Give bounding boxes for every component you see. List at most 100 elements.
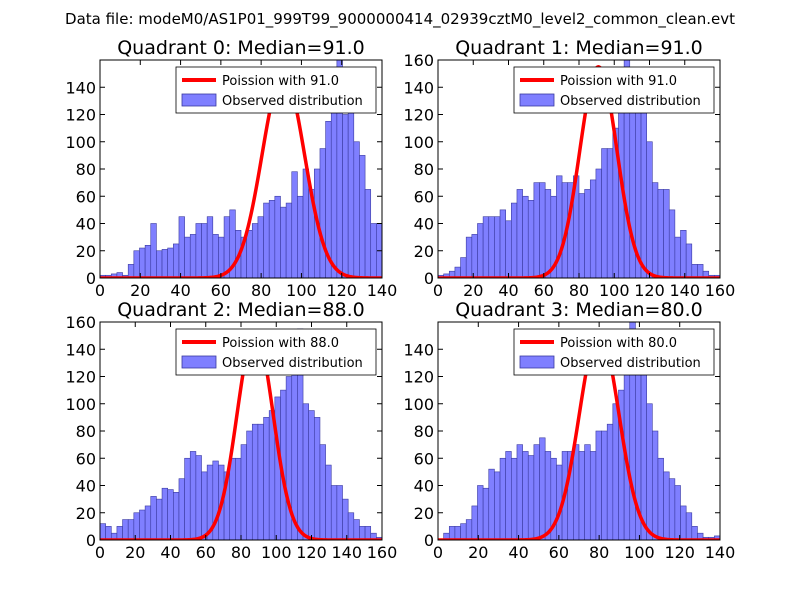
histogram-bar (319, 148, 326, 278)
y-tick-label: 80 (414, 160, 434, 179)
panel-title: Quadrant 2: Median=88.0 (117, 299, 365, 321)
histogram-bar (584, 444, 591, 540)
histogram-bar (606, 423, 614, 540)
histogram-bar (257, 423, 264, 540)
legend-label-poisson: Poission with 91.0 (222, 74, 339, 89)
x-tick-label: 140 (367, 281, 398, 300)
histogram-bar (388, 251, 394, 278)
y-tick-label: 80 (76, 422, 96, 441)
legend-bar-swatch (181, 355, 217, 369)
histogram-bar (268, 200, 276, 278)
histogram-bar (544, 451, 552, 540)
histogram-bar (516, 189, 523, 278)
figure-title: Data file: modeM0/AS1P01_999T99_90000004… (65, 10, 735, 29)
histogram-bar (460, 523, 467, 540)
histogram-bar (195, 223, 202, 278)
histogram-bar (178, 478, 185, 540)
histogram-bar (595, 430, 602, 540)
y-tick-label: 80 (76, 160, 96, 179)
histogram-bar (516, 444, 523, 540)
y-tick-label: 0 (424, 269, 434, 288)
histogram-bar (364, 526, 372, 540)
histogram-bar (691, 526, 698, 540)
plot-area (438, 322, 720, 540)
y-tick-label: 20 (414, 242, 434, 261)
y-tick-label: 100 (65, 395, 96, 414)
panel-title: Quadrant 1: Median=91.0 (455, 37, 703, 59)
x-tick-label: 120 (326, 281, 357, 300)
histogram-bar (302, 168, 309, 278)
chart-panel-2: 0 20 40 60 80 100 120 140 1600204060801001201401… (65, 299, 397, 562)
histogram-bar (465, 236, 473, 278)
histogram-bar (133, 250, 140, 278)
histogram-bar (668, 478, 676, 540)
x-tick-label: 20 (463, 281, 483, 300)
x-tick-label: 100 (599, 281, 630, 300)
y-tick-label: 0 (86, 269, 96, 288)
x-tick-label: 100 (261, 543, 292, 562)
histogram-bar (454, 526, 461, 540)
legend-label-poisson: Poission with 80.0 (560, 336, 677, 351)
x-tick-label: 160 (367, 543, 398, 562)
histogram-bar (646, 403, 653, 540)
x-tick-label: 60 (211, 281, 231, 300)
y-tick-label: 40 (76, 215, 96, 234)
histogram-bar (511, 202, 518, 278)
poisson-curve (100, 71, 382, 278)
x-tick-label: 140 (331, 543, 362, 562)
histogram-bar (173, 243, 180, 278)
legend-box (175, 328, 377, 376)
histogram-bar (494, 471, 501, 540)
histogram-bar (488, 468, 495, 540)
x-tick-label: 80 (589, 543, 609, 562)
x-tick-label: 100 (286, 281, 317, 300)
histogram-bar (150, 496, 157, 540)
histogram-bar (522, 451, 529, 540)
histogram-bar (178, 216, 185, 278)
legend-label-observed: Observed distribution (560, 94, 701, 109)
histogram-bar (297, 195, 304, 278)
x-tick-label: 120 (634, 281, 665, 300)
histogram-bar (674, 485, 681, 540)
x-tick-label: 20 (468, 543, 488, 562)
histogram-bar (319, 444, 326, 540)
legend-label-observed: Observed distribution (222, 356, 363, 371)
x-tick-label: 80 (251, 281, 271, 300)
histogram-bar (229, 457, 236, 540)
histogram-bar (184, 457, 191, 540)
histogram-bar (251, 223, 259, 278)
histogram-bar (212, 234, 219, 278)
legend: Poission with 91.0 Observed distribution (175, 66, 377, 114)
histogram-bar (482, 216, 490, 278)
histogram-bar (116, 526, 123, 540)
histogram-bar (263, 417, 270, 540)
histogram-bar (189, 451, 197, 540)
x-tick-label: 40 (160, 543, 180, 562)
histogram-bar (657, 189, 664, 278)
histogram-bar (353, 141, 360, 278)
x-tick-label: 60 (534, 281, 554, 300)
histogram-bar (127, 519, 135, 540)
histogram-bar (274, 195, 281, 278)
histogram-bar (336, 485, 343, 540)
histogram-bar (399, 264, 405, 278)
histogram-bar (330, 100, 338, 278)
histogram-bar (589, 451, 597, 540)
legend-bar-swatch (181, 93, 217, 107)
plot-area (100, 60, 405, 278)
histogram-bar (347, 512, 355, 540)
histogram-bar (685, 512, 693, 540)
histogram-bar (494, 216, 501, 278)
legend: Poission with 80.0 Observed distribution (513, 328, 715, 376)
histogram-bar (167, 247, 174, 278)
x-tick-label: 0 (95, 281, 105, 300)
histogram-bar (652, 430, 659, 540)
histogram-bar (246, 430, 253, 540)
y-tick-label: 40 (76, 477, 96, 496)
histogram-bar (674, 236, 681, 278)
histogram-bar (381, 243, 382, 278)
histogram-bar (652, 182, 659, 278)
histogram-bar (702, 270, 710, 278)
histogram-bar (471, 234, 478, 278)
plot-area (100, 328, 382, 540)
